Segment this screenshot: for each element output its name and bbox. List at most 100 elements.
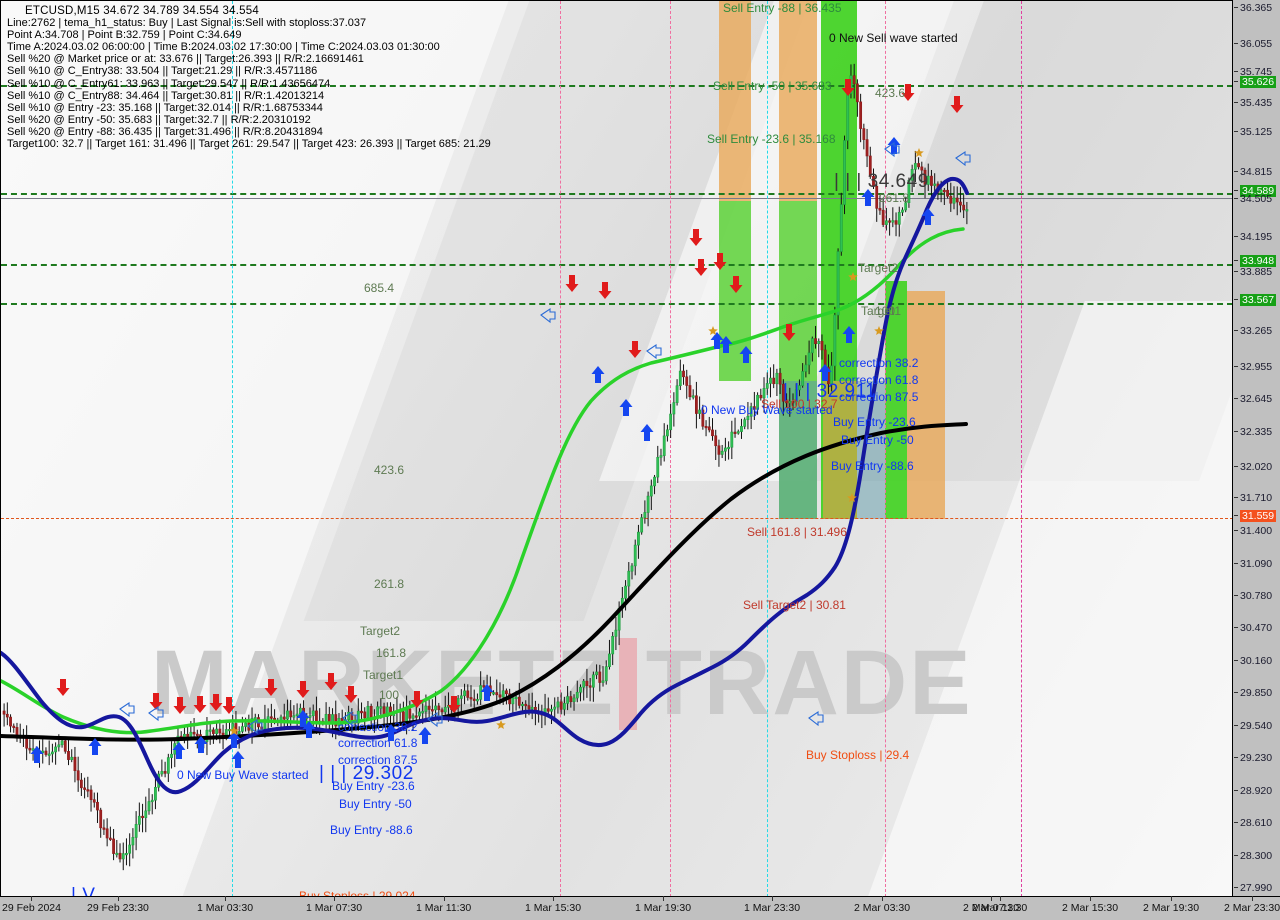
price-tick: 29.540 xyxy=(1233,720,1280,732)
candle-body xyxy=(733,431,737,434)
price-tick-label: 32.645 xyxy=(1240,393,1273,405)
time-tick-label: 2 Mar 03:30 xyxy=(854,902,911,914)
candle-body xyxy=(401,711,405,722)
time-tick-mark xyxy=(1090,896,1092,901)
candle-body xyxy=(778,372,782,385)
sell-arrow-icon xyxy=(193,696,207,713)
candle-body xyxy=(286,710,289,720)
candle-body xyxy=(282,716,286,720)
price-tick: 34.195 xyxy=(1233,231,1280,243)
price-tick-mark xyxy=(1234,271,1238,272)
candle-body xyxy=(817,340,821,345)
candle-body xyxy=(930,175,933,186)
candle-body xyxy=(57,744,61,748)
candle-body xyxy=(147,801,151,812)
candle-body xyxy=(308,715,312,718)
candle-body xyxy=(611,635,615,655)
time-tick-mark xyxy=(443,896,445,901)
time-tick-mark xyxy=(1171,896,1173,901)
candle-body xyxy=(946,189,949,197)
price-tick-mark xyxy=(1234,431,1238,432)
price-tick-label: 29.540 xyxy=(1240,720,1273,732)
candle-body xyxy=(752,406,756,410)
price-tick: 31.400 xyxy=(1233,525,1280,537)
candle-body xyxy=(836,251,840,316)
price-tick: 31.090 xyxy=(1233,558,1280,570)
candle-body xyxy=(608,653,611,667)
time-axis[interactable]: 29 Feb 2024 29 Feb 23:30 1 Mar 03:30 1 Mar … xyxy=(0,896,1280,920)
candle-body xyxy=(166,757,170,774)
candle-body xyxy=(643,512,647,518)
price-tick-label: 36.055 xyxy=(1240,38,1273,50)
candle-body xyxy=(730,431,734,448)
price-tick-mark xyxy=(1234,595,1238,596)
price-tick-mark xyxy=(1234,171,1238,172)
candle-body xyxy=(604,666,608,682)
time-tick: 2 Mar 11:30 xyxy=(972,896,1028,914)
time-tick-label: 2 Mar 11:30 xyxy=(972,902,1028,914)
candle-body xyxy=(505,690,508,695)
price-tick-label: 32.335 xyxy=(1240,426,1273,438)
candle-body xyxy=(514,696,518,700)
candle-body xyxy=(740,426,743,432)
candle-body xyxy=(630,565,634,572)
candle-body xyxy=(843,140,846,205)
price-tick-label: 33.265 xyxy=(1240,325,1273,337)
candle-body xyxy=(28,747,32,751)
candle-body xyxy=(691,395,695,398)
candle-body xyxy=(875,185,879,209)
chart-plot-area[interactable]: MARKETZ TRADE Sell Entry -88 | 36.435 0 Ne… xyxy=(0,0,1232,896)
candle-body xyxy=(137,815,141,825)
price-axis[interactable]: 36.365 36.055 35.745 35.626 35.435 35.125 34.8… xyxy=(1232,0,1280,896)
candle-body xyxy=(131,837,135,846)
info-line-5: Sell %10 @ C_Entry61: 33.963 || Target:2… xyxy=(7,77,331,90)
candle-body xyxy=(556,701,560,708)
time-tick: 29 Feb 2024 xyxy=(2,896,61,914)
candle-body xyxy=(694,395,698,414)
candle-body xyxy=(421,711,425,714)
price-tick-label: 28.920 xyxy=(1240,785,1273,797)
price-tick: 34.815 xyxy=(1233,166,1280,178)
candle-body xyxy=(579,686,582,693)
price-tick: 35.626 xyxy=(1233,76,1280,88)
candle-body xyxy=(418,711,421,717)
info-line-3: Sell %20 @ Market price or at: 33.676 ||… xyxy=(7,53,364,66)
buy-arrow-icon xyxy=(861,189,875,206)
flag-icon xyxy=(955,150,971,167)
candle-body xyxy=(633,544,637,567)
price-tick: 28.920 xyxy=(1233,785,1280,797)
candle-body xyxy=(965,209,969,212)
candle-body xyxy=(54,746,58,753)
candle-body xyxy=(711,429,714,437)
sell-arrow-icon xyxy=(565,275,579,292)
time-tick: 1 Mar 03:30 xyxy=(197,896,254,914)
candle-body xyxy=(646,495,650,513)
price-tick: 27.990 xyxy=(1233,882,1280,894)
candle-body xyxy=(553,706,557,710)
candle-body xyxy=(315,710,318,723)
price-tick-mark xyxy=(1234,660,1238,661)
candle-body xyxy=(591,674,595,688)
time-tick-label: 1 Mar 11:30 xyxy=(416,902,472,914)
info-line-0: Line:2762 | tema_h1_status: Buy | Last S… xyxy=(7,17,367,30)
candle-body xyxy=(517,696,521,706)
candle-body xyxy=(852,75,856,85)
price-tick-mark xyxy=(1234,757,1238,758)
time-tick-mark xyxy=(999,896,1001,901)
time-tick-mark xyxy=(991,896,993,901)
candle-body xyxy=(904,202,908,211)
candle-body xyxy=(656,456,660,478)
price-tick: 31.710 xyxy=(1233,492,1280,504)
candle-body xyxy=(430,709,434,712)
time-tick-label: 1 Mar 03:30 xyxy=(197,902,254,914)
candle-body xyxy=(881,209,885,225)
price-tick-mark xyxy=(1234,190,1238,191)
info-line-4: Sell %10 @ C_Entry38: 33.504 || Target:2… xyxy=(7,65,318,78)
flag-icon xyxy=(808,710,824,727)
candle-body xyxy=(5,713,9,718)
candle-body xyxy=(102,827,106,830)
candle-body xyxy=(833,314,837,367)
time-tick-mark xyxy=(334,896,336,901)
candle-body xyxy=(830,365,834,385)
candle-body xyxy=(688,385,692,398)
